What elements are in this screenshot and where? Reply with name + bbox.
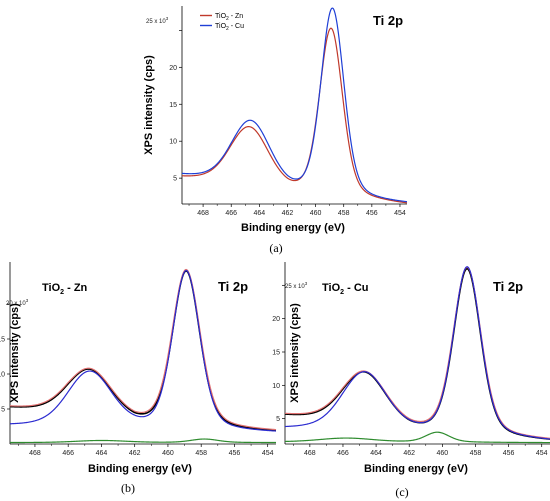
chart-panel-c: 468 466 464 462 460 458 456 454 5 10 15 20 25 x 103 B… — [272, 262, 550, 499]
chart-panel-b: 468 466 464 462 460 458 456 454 5 10 15 20 x 103 Bin… — [0, 262, 277, 495]
multiplier-base: 20 x 10 — [6, 301, 26, 307]
y-multiplier-label: 25 x 103 — [146, 16, 169, 25]
x-tick-label: 456 — [503, 450, 515, 457]
y-tick-label: 20 — [272, 316, 280, 323]
x-tick-label: 466 — [62, 450, 74, 457]
panel-caption: (c) — [395, 485, 408, 499]
x-tick-label: 460 — [437, 450, 449, 457]
legend-label-subscript: 2 — [226, 16, 229, 22]
series-line-2 — [284, 266, 550, 440]
y-tick-label: 10 — [0, 372, 5, 379]
x-tick-label: 460 — [310, 210, 322, 217]
multiplier-exponent: 3 — [305, 281, 308, 286]
chart-title: Ti 2p — [373, 13, 403, 28]
series-line-0 — [9, 270, 277, 432]
x-tick-label: 456 — [229, 450, 241, 457]
y-tick-label: 15 — [272, 350, 280, 357]
x-tick-label: 464 — [370, 450, 382, 457]
y-multiplier-label: 25 x 103 — [285, 281, 308, 290]
x-tick-label: 468 — [197, 210, 209, 217]
x-tick-label: 468 — [304, 450, 316, 457]
y-tick-label: 15 — [169, 102, 177, 109]
series-line-1 — [284, 266, 550, 439]
x-tick-label: 462 — [403, 450, 415, 457]
x-tick-label: 456 — [366, 210, 378, 217]
y-tick-label: 10 — [272, 383, 280, 390]
series-line-1 — [9, 268, 277, 431]
x-axis-label: Binding energy (eV) — [88, 463, 192, 475]
multiplier-base: 25 x 10 — [146, 19, 166, 25]
x-tick-label: 464 — [96, 450, 108, 457]
y-axis-label: XPS intensity (cps) — [289, 303, 301, 403]
legend-entry-1: TiO2 - Cu — [215, 23, 244, 32]
x-tick-label: 468 — [29, 450, 41, 457]
y-axis-label: XPS intensity (cps) — [9, 303, 21, 403]
multiplier-exponent: 3 — [26, 298, 29, 303]
series-line-0 — [284, 267, 550, 440]
legend-entry-0: TiO2 - Zn — [215, 13, 243, 22]
series-line-3 — [284, 431, 550, 444]
legend-label-suffix: - Cu — [229, 23, 244, 30]
x-tick-label: 464 — [254, 210, 266, 217]
multiplier-base: 25 x 10 — [285, 284, 305, 290]
sample-label-suffix: - Cu — [344, 282, 368, 294]
sample-label-suffix: - Zn — [64, 282, 87, 294]
chart-title: Ti 2p — [493, 279, 523, 294]
series-line-2 — [9, 269, 277, 432]
legend-label-subscript: 2 — [226, 26, 229, 32]
x-tick-label: 454 — [394, 210, 406, 217]
multiplier-exponent: 3 — [166, 16, 169, 21]
y-tick-label: 5 — [1, 407, 5, 414]
legend-label-suffix: - Zn — [229, 13, 243, 20]
x-tick-label: 454 — [536, 450, 548, 457]
x-axis-label: Binding energy (eV) — [364, 463, 468, 475]
series-line-3 — [10, 438, 276, 444]
sample-label: TiO2 - Cu — [322, 282, 369, 296]
x-tick-label: 458 — [195, 450, 207, 457]
y-tick-label: 15 — [0, 337, 5, 344]
chart-title: Ti 2p — [218, 279, 248, 294]
x-tick-label: 466 — [225, 210, 237, 217]
sample-label-base: TiO — [322, 282, 341, 294]
x-tick-label: 466 — [337, 450, 349, 457]
panel-caption: (a) — [269, 241, 282, 255]
sample-label-subscript: 2 — [60, 289, 64, 296]
y-multiplier-label: 20 x 103 — [6, 298, 29, 307]
legend-label-base: TiO — [215, 13, 227, 20]
y-tick-label: 5 — [173, 176, 177, 183]
x-tick-label: 454 — [262, 450, 274, 457]
series-line-1 — [181, 7, 408, 203]
x-tick-label: 462 — [129, 450, 141, 457]
x-axis-label: Binding energy (eV) — [241, 222, 345, 234]
series-line-0 — [181, 27, 408, 204]
legend-label-base: TiO — [215, 23, 227, 30]
y-tick-label: 10 — [169, 139, 177, 146]
panel-caption: (b) — [121, 481, 135, 495]
y-tick-label: 20 — [169, 65, 177, 72]
sample-label-subscript: 2 — [340, 289, 344, 296]
y-tick-label: 5 — [276, 416, 280, 423]
x-tick-label: 462 — [282, 210, 294, 217]
x-tick-label: 460 — [162, 450, 174, 457]
y-axis-label: XPS intensity (cps) — [143, 55, 155, 155]
sample-label-base: TiO — [42, 282, 61, 294]
sample-label: TiO2 - Zn — [42, 282, 88, 296]
chart-panel-a: 468 466 464 462 460 458 456 454 5 10 15 20 25 x 103 B… — [143, 6, 408, 255]
x-tick-label: 458 — [338, 210, 350, 217]
x-tick-label: 458 — [470, 450, 482, 457]
